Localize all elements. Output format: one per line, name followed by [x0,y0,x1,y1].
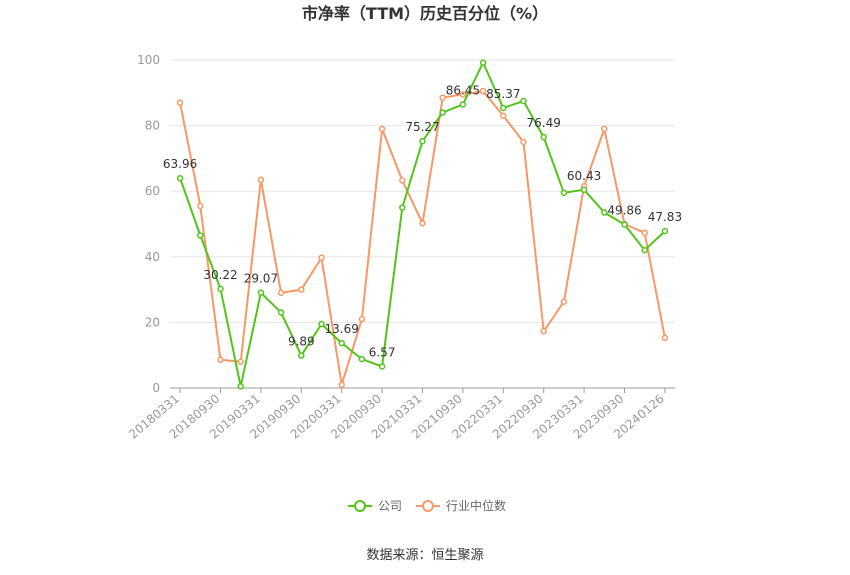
data-label: 76.49 [527,116,561,130]
y-tick-label: 40 [145,250,160,264]
series-1-point [237,358,244,366]
series-0-point [338,339,345,347]
series-0-point [257,289,265,296]
legend-item-company[interactable]: 公司 [348,499,402,513]
chart-title: 市净率（TTM）历史百分位（%） [302,4,548,23]
series-1-point [217,356,224,364]
y-tick-label: 0 [152,381,160,395]
series-0-point [399,204,406,211]
series-1-point [419,220,426,227]
series-0-point [419,137,426,145]
series-1-point [540,328,547,335]
series-1-point [661,334,669,342]
series [176,59,669,390]
series-1-point [439,94,446,101]
series-1-point [479,87,487,95]
data-label: 49.86 [607,203,641,217]
series-0-point [358,355,366,363]
series-0-point [580,186,588,194]
series-1-point [378,125,386,133]
series-0-point [237,383,244,390]
series-0-point [378,363,386,370]
series-0-point [500,104,507,112]
legend: 公司 行业中位数 [348,498,506,513]
data-label: 47.83 [648,210,682,224]
legend-label-company: 公司 [378,499,402,513]
data-label: 30.22 [203,268,237,282]
series-0-point [459,101,467,108]
series-0-point [176,174,184,182]
series-1-point [298,286,305,293]
series-0-point [197,232,204,239]
series-1-point [318,254,325,262]
series-1-point [641,229,648,237]
y-tick-label: 20 [145,315,160,329]
data-label: 29.07 [244,272,278,286]
axes: 0204060801002018033120180930201903312019… [126,53,675,442]
series-0-point [318,320,325,328]
series-0-point [641,246,648,254]
data-label: 63.96 [163,157,197,171]
data-labels: 63.96 30.22 29.07 9.89 13.69 6.57 75.27 86.45 85… [163,83,682,359]
series-1-point [176,99,184,106]
series-0-point [621,221,628,228]
legend-marker-industry-median [422,500,434,512]
grid [170,59,675,323]
series-0-point [439,109,446,116]
series-1-point [560,298,568,305]
legend-item-industry-median[interactable]: 行业中位数 [416,498,506,513]
series-line-1 [179,90,666,386]
data-label: 85.37 [486,87,520,101]
series-1-point [338,381,345,388]
series-1-point [459,91,467,98]
data-label: 75.27 [405,120,439,134]
series-0-point [540,133,547,141]
series-1-point [520,138,527,146]
series-1-point [500,112,507,120]
data-label: 60.43 [567,169,601,183]
legend-marker-company [354,500,366,512]
series-0-point [217,285,224,293]
y-tick-label: 80 [145,119,160,133]
data-label: 6.57 [369,345,396,359]
series-0-point [661,227,669,235]
y-tick-label: 100 [137,53,160,67]
series-0-point [479,59,487,66]
data-label: 13.69 [325,322,359,336]
data-label: 9.89 [288,335,315,349]
series-1-point [277,289,285,297]
series-1-point [399,177,406,184]
series-0-point [298,352,305,359]
y-tick-label: 60 [145,184,160,198]
series-0-point [601,209,608,216]
data-label: 86.45 [446,83,480,97]
series-1-point [197,202,204,210]
series-0-point [277,309,285,316]
legend-label-industry-median: 行业中位数 [446,498,506,513]
series-0-point [560,189,568,197]
series-0-point [520,97,527,105]
series-1-point [358,315,366,323]
data-source: 数据来源：恒生聚源 [366,548,483,563]
series-1-point [601,125,608,133]
series-1-point [257,176,265,183]
